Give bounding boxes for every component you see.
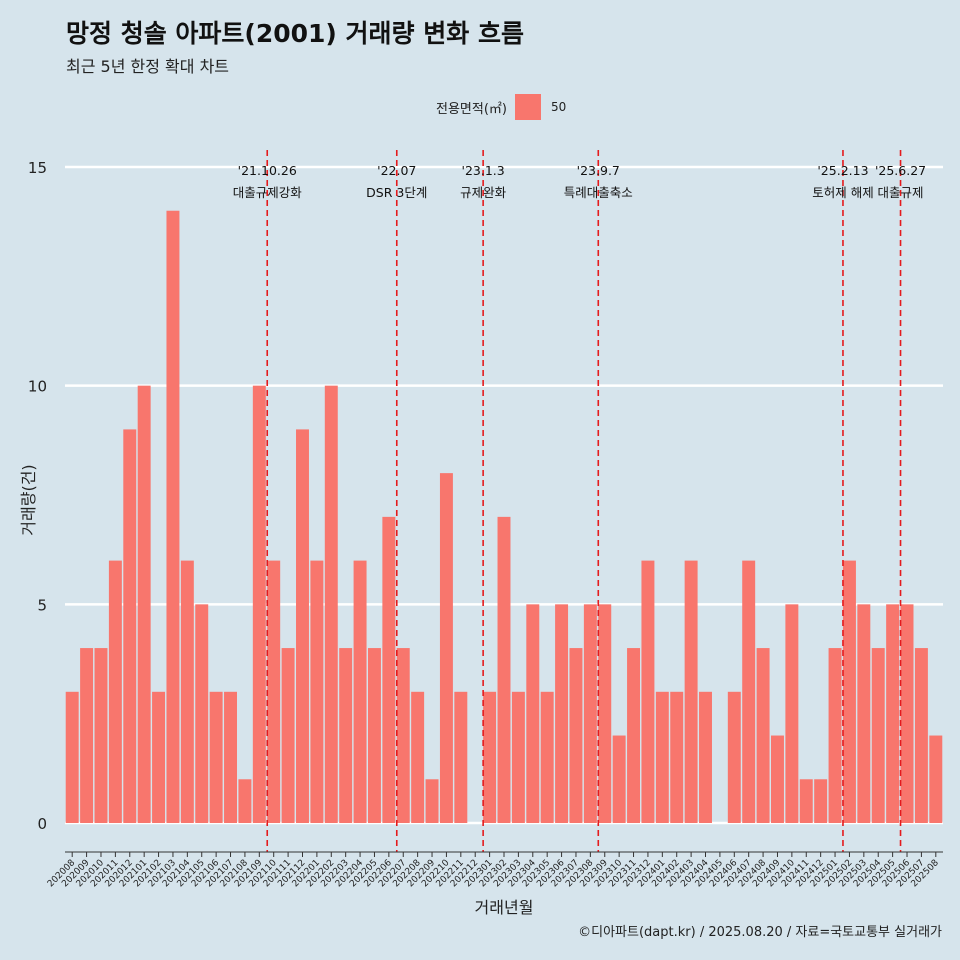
chart-subtitle: 최근 5년 한정 확대 차트 bbox=[66, 57, 230, 76]
bar bbox=[281, 648, 295, 823]
bar bbox=[641, 560, 655, 823]
y-tick-label: 5 bbox=[37, 596, 47, 614]
bar bbox=[195, 604, 209, 823]
annotation-date: '21.10.26 bbox=[238, 163, 297, 178]
bar bbox=[367, 648, 381, 823]
annotation-label: 대출규제 bbox=[878, 185, 924, 200]
bar bbox=[670, 691, 684, 823]
bar bbox=[914, 648, 928, 823]
bar bbox=[569, 648, 583, 823]
annotation-date: '25.2.13 bbox=[817, 163, 868, 178]
bar bbox=[252, 385, 266, 823]
bar bbox=[353, 560, 367, 823]
axis-layer: 0510152020082020092020102020112020122021… bbox=[28, 159, 943, 889]
bar bbox=[483, 691, 497, 823]
bar bbox=[598, 604, 612, 823]
bar bbox=[842, 560, 856, 823]
bar bbox=[871, 648, 885, 823]
bar bbox=[900, 604, 914, 823]
bar bbox=[382, 516, 396, 823]
bar bbox=[770, 735, 784, 823]
bar bbox=[339, 648, 353, 823]
annotation-layer: '21.10.26 대출규제강화 '22.07 DSR 3단계 '23.1.3 규제완화 '… bbox=[233, 150, 926, 852]
annotation-label: 대출규제강화 bbox=[233, 185, 303, 200]
bar bbox=[540, 691, 554, 823]
annotation-date: '23.1.3 bbox=[462, 163, 505, 178]
bar bbox=[166, 210, 180, 823]
bar bbox=[785, 604, 799, 823]
y-tick-label: 15 bbox=[28, 159, 47, 177]
bar bbox=[612, 735, 626, 823]
annotation-date: '23.9.7 bbox=[577, 163, 620, 178]
bar bbox=[224, 691, 238, 823]
bar bbox=[454, 691, 468, 823]
bar bbox=[425, 779, 439, 823]
bar bbox=[152, 691, 166, 823]
legend: 전용면적(㎡) 50 bbox=[436, 94, 566, 120]
bar bbox=[267, 560, 281, 823]
bar bbox=[583, 604, 597, 823]
bar bbox=[209, 691, 223, 823]
y-tick-label: 10 bbox=[28, 378, 47, 396]
bar bbox=[123, 429, 137, 823]
x-axis-title: 거래년월 bbox=[475, 898, 534, 917]
bar bbox=[526, 604, 540, 823]
bar bbox=[65, 691, 79, 823]
bar bbox=[929, 735, 943, 823]
bar bbox=[742, 560, 756, 823]
annotation-label: 규제완화 bbox=[460, 185, 507, 200]
bar bbox=[655, 691, 669, 823]
legend-label: 50 bbox=[550, 100, 567, 114]
bar bbox=[627, 648, 641, 823]
y-axis-title: 거래량(건) bbox=[19, 464, 38, 535]
annotation-date: '25.6.27 bbox=[875, 163, 926, 178]
bar bbox=[555, 604, 569, 823]
bar bbox=[756, 648, 770, 823]
bar bbox=[324, 385, 338, 823]
bar bbox=[828, 648, 842, 823]
bar bbox=[439, 473, 453, 823]
legend-title: 전용면적(㎡) bbox=[436, 101, 507, 117]
bar bbox=[684, 560, 698, 823]
bar bbox=[814, 779, 828, 823]
bar bbox=[310, 560, 324, 823]
y-tick-label: 0 bbox=[37, 815, 47, 833]
bar bbox=[699, 691, 712, 823]
annotation-label: DSR 3단계 bbox=[366, 185, 427, 200]
annotation-label: 토허제 해제 bbox=[812, 185, 873, 200]
chart-title: 망정 청솔 아파트(2001) 거래량 변화 흐름 bbox=[66, 19, 524, 48]
bar bbox=[886, 604, 900, 823]
bar bbox=[108, 560, 122, 823]
source-caption: ©디아파트(dapt.kr) / 2025.08.20 / 자료=국토교통부 실… bbox=[578, 925, 942, 940]
bar bbox=[137, 385, 151, 823]
annotation-label: 특례대출축소 bbox=[564, 185, 633, 200]
annotation-date: '22.07 bbox=[377, 163, 416, 178]
legend-swatch bbox=[514, 94, 541, 120]
bar bbox=[180, 560, 194, 823]
bar bbox=[396, 648, 410, 823]
bar bbox=[857, 604, 871, 823]
bar bbox=[727, 691, 741, 823]
bar bbox=[511, 691, 525, 823]
bar-layer bbox=[65, 210, 943, 823]
bar bbox=[497, 516, 511, 823]
bar bbox=[238, 779, 252, 823]
bar bbox=[296, 429, 309, 823]
bar bbox=[799, 779, 813, 823]
bar bbox=[411, 691, 425, 823]
bar bbox=[80, 648, 94, 823]
bar bbox=[94, 648, 108, 823]
